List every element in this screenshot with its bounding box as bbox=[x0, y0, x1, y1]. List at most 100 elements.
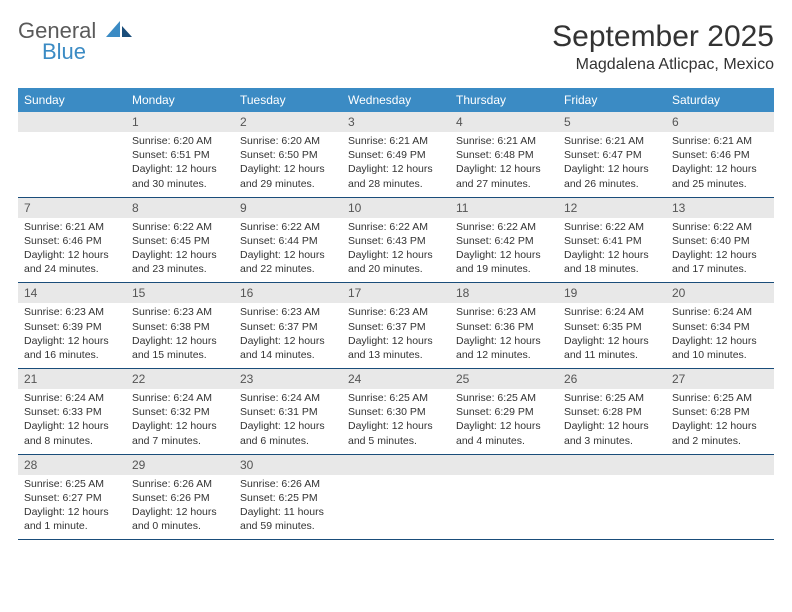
day-sunrise: Sunrise: 6:23 AM bbox=[132, 305, 228, 319]
day-sunset: Sunset: 6:44 PM bbox=[240, 234, 336, 248]
day-daylight2: and 25 minutes. bbox=[672, 177, 768, 191]
day-number: 2 bbox=[234, 112, 342, 132]
day-number: 10 bbox=[342, 198, 450, 218]
day-sunset: Sunset: 6:37 PM bbox=[240, 320, 336, 334]
calendar-table: Sunday Monday Tuesday Wednesday Thursday… bbox=[18, 88, 774, 540]
day-number: 27 bbox=[666, 369, 774, 389]
day-body-empty bbox=[342, 475, 450, 533]
calendar-week-row: 21Sunrise: 6:24 AMSunset: 6:33 PMDayligh… bbox=[18, 369, 774, 455]
day-daylight2: and 4 minutes. bbox=[456, 434, 552, 448]
day-number: 26 bbox=[558, 369, 666, 389]
day-sunrise: Sunrise: 6:24 AM bbox=[672, 305, 768, 319]
day-sunrise: Sunrise: 6:22 AM bbox=[132, 220, 228, 234]
weekday-header: Wednesday bbox=[342, 88, 450, 112]
day-sunrise: Sunrise: 6:23 AM bbox=[456, 305, 552, 319]
day-number: 11 bbox=[450, 198, 558, 218]
day-daylight1: Daylight: 12 hours bbox=[240, 248, 336, 262]
day-daylight1: Daylight: 12 hours bbox=[672, 162, 768, 176]
day-number-empty bbox=[558, 455, 666, 475]
day-body: Sunrise: 6:22 AMSunset: 6:45 PMDaylight:… bbox=[126, 218, 234, 283]
weekday-header: Saturday bbox=[666, 88, 774, 112]
day-number: 15 bbox=[126, 283, 234, 303]
calendar-day-cell: 10Sunrise: 6:22 AMSunset: 6:43 PMDayligh… bbox=[342, 197, 450, 283]
day-sunrise: Sunrise: 6:25 AM bbox=[456, 391, 552, 405]
calendar-day-cell: 15Sunrise: 6:23 AMSunset: 6:38 PMDayligh… bbox=[126, 283, 234, 369]
month-title: September 2025 bbox=[552, 20, 774, 54]
day-daylight1: Daylight: 12 hours bbox=[456, 248, 552, 262]
calendar-day-cell: 6Sunrise: 6:21 AMSunset: 6:46 PMDaylight… bbox=[666, 112, 774, 197]
day-daylight2: and 59 minutes. bbox=[240, 519, 336, 533]
day-sunset: Sunset: 6:31 PM bbox=[240, 405, 336, 419]
day-body: Sunrise: 6:25 AMSunset: 6:30 PMDaylight:… bbox=[342, 389, 450, 454]
calendar-day-cell bbox=[558, 454, 666, 540]
day-body: Sunrise: 6:20 AMSunset: 6:50 PMDaylight:… bbox=[234, 132, 342, 197]
day-sunrise: Sunrise: 6:25 AM bbox=[672, 391, 768, 405]
calendar-day-cell: 7Sunrise: 6:21 AMSunset: 6:46 PMDaylight… bbox=[18, 197, 126, 283]
day-body: Sunrise: 6:24 AMSunset: 6:32 PMDaylight:… bbox=[126, 389, 234, 454]
logo-text: General Blue bbox=[18, 20, 132, 63]
day-sunrise: Sunrise: 6:23 AM bbox=[240, 305, 336, 319]
day-daylight2: and 1 minute. bbox=[24, 519, 120, 533]
day-sunset: Sunset: 6:47 PM bbox=[564, 148, 660, 162]
day-daylight2: and 23 minutes. bbox=[132, 262, 228, 276]
day-daylight1: Daylight: 12 hours bbox=[348, 248, 444, 262]
calendar-day-cell: 8Sunrise: 6:22 AMSunset: 6:45 PMDaylight… bbox=[126, 197, 234, 283]
day-daylight1: Daylight: 12 hours bbox=[456, 162, 552, 176]
calendar-week-row: 7Sunrise: 6:21 AMSunset: 6:46 PMDaylight… bbox=[18, 197, 774, 283]
day-daylight2: and 17 minutes. bbox=[672, 262, 768, 276]
day-sunrise: Sunrise: 6:25 AM bbox=[24, 477, 120, 491]
calendar-day-cell: 11Sunrise: 6:22 AMSunset: 6:42 PMDayligh… bbox=[450, 197, 558, 283]
day-daylight2: and 5 minutes. bbox=[348, 434, 444, 448]
day-number: 18 bbox=[450, 283, 558, 303]
day-daylight2: and 13 minutes. bbox=[348, 348, 444, 362]
calendar-day-cell bbox=[450, 454, 558, 540]
calendar-day-cell: 29Sunrise: 6:26 AMSunset: 6:26 PMDayligh… bbox=[126, 454, 234, 540]
day-sunset: Sunset: 6:38 PM bbox=[132, 320, 228, 334]
calendar-day-cell: 27Sunrise: 6:25 AMSunset: 6:28 PMDayligh… bbox=[666, 369, 774, 455]
day-sunset: Sunset: 6:34 PM bbox=[672, 320, 768, 334]
day-sunset: Sunset: 6:36 PM bbox=[456, 320, 552, 334]
day-daylight1: Daylight: 11 hours bbox=[240, 505, 336, 519]
day-sunrise: Sunrise: 6:25 AM bbox=[564, 391, 660, 405]
day-body-empty bbox=[666, 475, 774, 533]
title-block: September 2025 Magdalena Atlicpac, Mexic… bbox=[552, 20, 774, 74]
day-body: Sunrise: 6:21 AMSunset: 6:48 PMDaylight:… bbox=[450, 132, 558, 197]
day-number: 24 bbox=[342, 369, 450, 389]
calendar-day-cell: 17Sunrise: 6:23 AMSunset: 6:37 PMDayligh… bbox=[342, 283, 450, 369]
day-number: 3 bbox=[342, 112, 450, 132]
day-daylight1: Daylight: 12 hours bbox=[672, 334, 768, 348]
day-number: 14 bbox=[18, 283, 126, 303]
day-number-empty bbox=[450, 455, 558, 475]
calendar-day-cell: 4Sunrise: 6:21 AMSunset: 6:48 PMDaylight… bbox=[450, 112, 558, 197]
day-sunset: Sunset: 6:28 PM bbox=[564, 405, 660, 419]
day-daylight2: and 18 minutes. bbox=[564, 262, 660, 276]
day-sunrise: Sunrise: 6:21 AM bbox=[24, 220, 120, 234]
calendar-day-cell bbox=[342, 454, 450, 540]
day-daylight1: Daylight: 12 hours bbox=[456, 419, 552, 433]
day-sunset: Sunset: 6:26 PM bbox=[132, 491, 228, 505]
day-sunset: Sunset: 6:30 PM bbox=[348, 405, 444, 419]
day-body: Sunrise: 6:23 AMSunset: 6:36 PMDaylight:… bbox=[450, 303, 558, 368]
day-sunset: Sunset: 6:40 PM bbox=[672, 234, 768, 248]
calendar-day-cell: 19Sunrise: 6:24 AMSunset: 6:35 PMDayligh… bbox=[558, 283, 666, 369]
day-body: Sunrise: 6:25 AMSunset: 6:28 PMDaylight:… bbox=[558, 389, 666, 454]
day-daylight2: and 19 minutes. bbox=[456, 262, 552, 276]
day-daylight2: and 14 minutes. bbox=[240, 348, 336, 362]
day-number: 21 bbox=[18, 369, 126, 389]
day-sunset: Sunset: 6:46 PM bbox=[24, 234, 120, 248]
day-number: 16 bbox=[234, 283, 342, 303]
day-body: Sunrise: 6:24 AMSunset: 6:34 PMDaylight:… bbox=[666, 303, 774, 368]
day-daylight1: Daylight: 12 hours bbox=[240, 162, 336, 176]
day-body: Sunrise: 6:26 AMSunset: 6:25 PMDaylight:… bbox=[234, 475, 342, 540]
calendar-day-cell: 3Sunrise: 6:21 AMSunset: 6:49 PMDaylight… bbox=[342, 112, 450, 197]
calendar-day-cell: 5Sunrise: 6:21 AMSunset: 6:47 PMDaylight… bbox=[558, 112, 666, 197]
day-number: 25 bbox=[450, 369, 558, 389]
weekday-header: Friday bbox=[558, 88, 666, 112]
day-body: Sunrise: 6:24 AMSunset: 6:33 PMDaylight:… bbox=[18, 389, 126, 454]
day-daylight2: and 22 minutes. bbox=[240, 262, 336, 276]
day-daylight2: and 27 minutes. bbox=[456, 177, 552, 191]
day-sunrise: Sunrise: 6:24 AM bbox=[564, 305, 660, 319]
calendar-day-cell: 2Sunrise: 6:20 AMSunset: 6:50 PMDaylight… bbox=[234, 112, 342, 197]
day-body: Sunrise: 6:23 AMSunset: 6:37 PMDaylight:… bbox=[234, 303, 342, 368]
day-daylight1: Daylight: 12 hours bbox=[240, 419, 336, 433]
